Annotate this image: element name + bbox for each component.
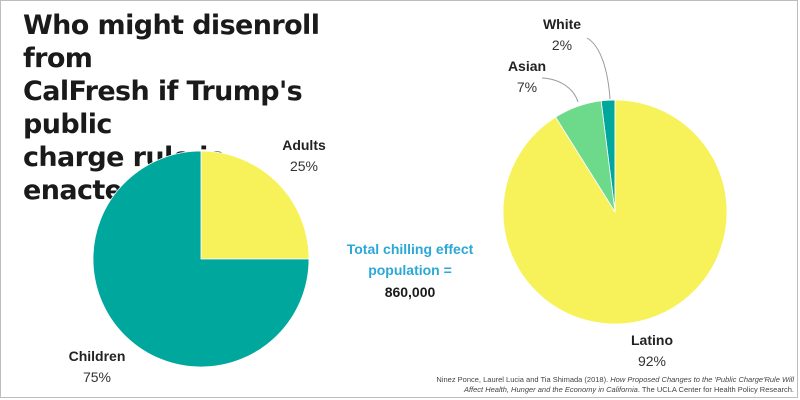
slice-value-latino: 92% [637, 353, 667, 369]
pie-slice-children [92, 150, 310, 368]
source-suffix: . The UCLA Center for Health Policy Rese… [637, 385, 794, 394]
slice-label-adults: Adults 25% [271, 136, 337, 178]
slice-label-asian: Asian 7% [497, 57, 557, 99]
slice-value-children: 75% [82, 369, 112, 385]
asian-leader-line [541, 77, 579, 103]
slice-label-white: White 2% [532, 15, 592, 57]
pie-slice-latino [502, 99, 728, 325]
slice-name-latino: Latino [631, 332, 673, 348]
callout-label-line-1: Total chilling effect [346, 241, 474, 257]
callout-value: 860,000 [384, 284, 436, 300]
slice-value-asian: 7% [516, 79, 538, 95]
title-line-1: Who might disenroll from [23, 10, 320, 74]
slice-value-adults: 25% [289, 158, 319, 174]
slice-label-children: Children 75% [59, 347, 135, 389]
slice-name-adults: Adults [282, 137, 326, 153]
slice-label-latino: Latino 92% [617, 331, 687, 373]
callout-label-line-2: population = [368, 262, 452, 278]
slice-name-asian: Asian [507, 58, 547, 74]
white-leader-line [586, 37, 611, 100]
source-report-title: How Proposed Changes to the 'Public Char… [463, 375, 794, 394]
slice-value-white: 2% [551, 37, 573, 53]
title-line-2: CalFresh if Trump's public [23, 76, 303, 140]
source-citation: Ninez Ponce, Laurel Lucia and Tia Shimad… [429, 375, 794, 395]
source-prefix: Ninez Ponce, Laurel Lucia and Tia Shimad… [436, 375, 611, 384]
pie-chart-ethnicity [502, 99, 728, 325]
chilling-effect-callout: Total chilling effect population = 860,0… [331, 239, 489, 303]
slice-name-white: White [542, 16, 582, 32]
pie-slice-adults [200, 150, 310, 260]
pie-chart-age [92, 150, 310, 368]
slice-name-children: Children [68, 348, 126, 364]
